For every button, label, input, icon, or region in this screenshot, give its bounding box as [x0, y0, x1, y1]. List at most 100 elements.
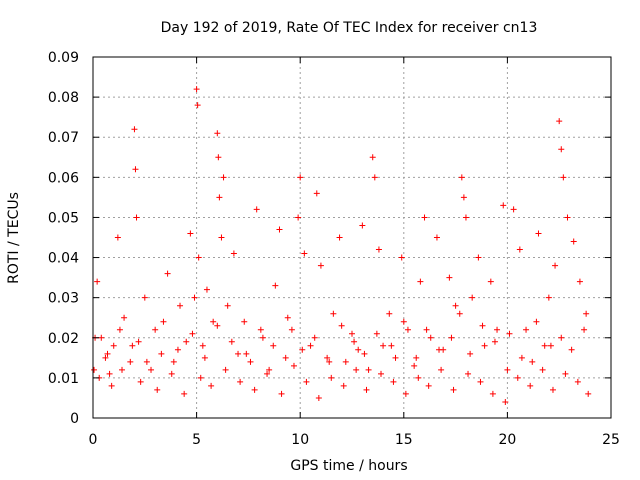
data-point [183, 338, 190, 345]
data-point [502, 398, 509, 405]
y-tick-label: 0.04 [48, 251, 79, 267]
data-point [489, 390, 496, 397]
data-point [560, 174, 567, 181]
data-point [264, 370, 271, 377]
data-point [342, 358, 349, 365]
data-point [380, 342, 387, 349]
data-point [303, 378, 310, 385]
data-point [481, 342, 488, 349]
data-point [527, 382, 534, 389]
data-point [208, 382, 215, 389]
data-point [143, 358, 150, 365]
data-point [448, 334, 455, 341]
data-point [132, 166, 139, 173]
data-point [251, 386, 258, 393]
data-point [326, 358, 333, 365]
data-point [539, 366, 546, 373]
data-point [201, 354, 208, 361]
data-point [91, 366, 98, 373]
data-point [297, 174, 304, 181]
data-point [421, 214, 428, 221]
data-point [230, 250, 237, 257]
data-point [375, 246, 382, 253]
data-point [576, 278, 583, 285]
data-point [282, 354, 289, 361]
data-point [141, 294, 148, 301]
data-point [583, 310, 590, 317]
data-point [558, 146, 565, 153]
data-point [127, 358, 134, 365]
data-point [558, 334, 565, 341]
y-tick-label: 0.01 [48, 371, 79, 387]
data-point [371, 174, 378, 181]
data-point [465, 370, 472, 377]
data-point [259, 334, 266, 341]
data-point [210, 318, 217, 325]
data-point [365, 366, 372, 373]
data-point [104, 350, 111, 357]
data-point [191, 294, 198, 301]
data-point [328, 374, 335, 381]
data-point [552, 262, 559, 269]
data-point [243, 350, 250, 357]
data-point [106, 370, 113, 377]
data-point [574, 378, 581, 385]
data-point [170, 358, 177, 365]
data-point [533, 318, 540, 325]
data-point [152, 326, 159, 333]
data-point [529, 358, 536, 365]
data-point [556, 118, 563, 125]
data-point [121, 314, 128, 321]
y-tick-label: 0.02 [48, 331, 79, 347]
data-point [425, 382, 432, 389]
data-point [514, 374, 521, 381]
data-point [460, 194, 467, 201]
y-axis-label: ROTI / TECUs [6, 192, 22, 284]
data-point [288, 326, 295, 333]
data-point [506, 330, 513, 337]
data-point [568, 346, 575, 353]
data-point [119, 366, 126, 373]
data-point [581, 326, 588, 333]
y-tick-label: 0.05 [48, 210, 79, 226]
y-tick-label: 0 [70, 411, 79, 427]
data-point [220, 174, 227, 181]
data-point [168, 370, 175, 377]
data-point [535, 230, 542, 237]
data-point [194, 102, 201, 109]
x-tick-label: 10 [291, 432, 309, 448]
data-point [148, 366, 155, 373]
data-point [378, 370, 385, 377]
data-point [361, 350, 368, 357]
data-point [137, 378, 144, 385]
data-point [135, 338, 142, 345]
data-point [160, 318, 167, 325]
data-point [215, 154, 222, 161]
data-point [398, 254, 405, 261]
x-axis-label: GPS time / hours [290, 458, 407, 474]
data-point [266, 366, 273, 373]
data-point [278, 390, 285, 397]
data-point [458, 174, 465, 181]
data-point [336, 234, 343, 241]
data-point [456, 310, 463, 317]
data-point [181, 390, 188, 397]
data-point [547, 342, 554, 349]
data-point [108, 382, 115, 389]
x-tick-label: 5 [192, 432, 201, 448]
x-tick-label: 15 [395, 432, 413, 448]
data-point [98, 334, 105, 341]
data-point [272, 282, 279, 289]
x-tick-label: 25 [602, 432, 620, 448]
points-layer [91, 86, 592, 405]
data-point [299, 346, 306, 353]
data-point [452, 302, 459, 309]
data-point [450, 386, 457, 393]
data-point [203, 286, 210, 293]
data-point [224, 302, 231, 309]
data-point [228, 338, 235, 345]
data-point [174, 346, 181, 353]
data-point [270, 342, 277, 349]
data-point [116, 326, 123, 333]
